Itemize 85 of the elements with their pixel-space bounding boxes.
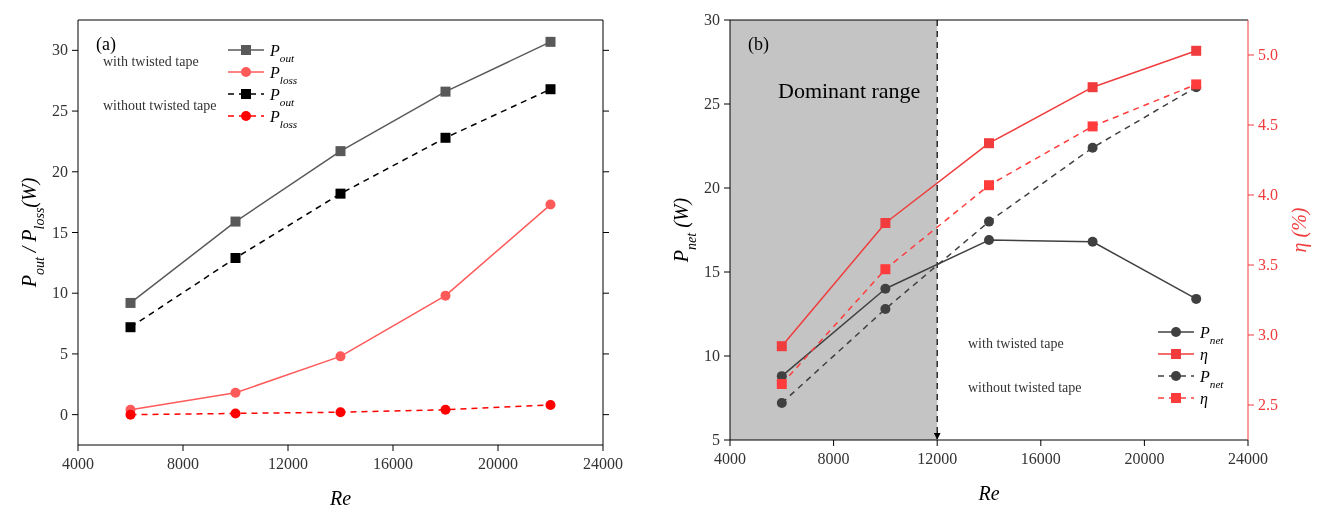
point (335, 146, 346, 157)
y2-tick-label: 4.0 (1258, 186, 1278, 203)
x-tick-label: 20000 (1124, 450, 1165, 467)
x-tick-label: 12000 (917, 450, 958, 467)
y-tick-label: 20 (52, 162, 68, 180)
point (125, 322, 136, 333)
x-tick-label: 24000 (1228, 450, 1268, 467)
x-tick-label: 8000 (817, 450, 850, 467)
x-tick-label: 20000 (478, 455, 518, 472)
point (440, 86, 451, 97)
point (335, 407, 346, 418)
x-tick-label: 16000 (373, 455, 413, 472)
y-tick-label: 15 (704, 263, 720, 280)
x-tick-label: 12000 (268, 455, 308, 472)
x-axis-title: Re (977, 482, 1000, 504)
y-tick-label: 25 (704, 95, 720, 112)
legend-label: P$_{out}$ (269, 42, 295, 64)
point (230, 408, 241, 419)
point (880, 303, 891, 314)
y-tick-label: 25 (52, 102, 68, 120)
y2-tick-label: 3.0 (1258, 326, 1278, 343)
legend-label: P$_{net}$ (1199, 368, 1225, 390)
point (984, 180, 994, 191)
y-tick-label: 10 (52, 284, 68, 302)
text: (a) (96, 34, 116, 55)
point (335, 188, 346, 199)
point (776, 379, 787, 389)
y-tick-label: 5 (712, 431, 720, 448)
x-tick-label: 8000 (167, 455, 199, 472)
point (545, 36, 556, 47)
y2-axis-title: η (%) (1288, 207, 1311, 253)
point (230, 253, 241, 263)
point (125, 409, 136, 420)
x-tick-label: 4000 (62, 455, 94, 472)
annotation: with twisted tape (968, 336, 1064, 351)
y-tick-label: 15 (52, 223, 68, 241)
y2-tick-label: 5.0 (1258, 46, 1278, 63)
point (880, 283, 891, 294)
point (440, 132, 451, 143)
point (984, 138, 994, 149)
y-tick-label: 5 (60, 344, 68, 362)
y-tick-label: 30 (52, 41, 68, 59)
point (230, 216, 241, 227)
point (440, 404, 451, 415)
point (1191, 293, 1202, 304)
point (545, 84, 556, 95)
y2-tick-label: 3.5 (1258, 256, 1278, 273)
legend-label: P$_{loss}$ (269, 108, 298, 130)
point (440, 290, 451, 301)
point (1087, 142, 1098, 153)
point (984, 235, 994, 246)
annotation: with twisted tape (103, 54, 199, 69)
x-tick-label: 24000 (583, 455, 623, 472)
point (880, 218, 891, 228)
point (545, 199, 556, 210)
x-tick-label: 16000 (1020, 450, 1061, 467)
point (776, 398, 787, 409)
point (545, 399, 556, 410)
y2-tick-label: 2.5 (1258, 396, 1278, 413)
point (984, 216, 994, 227)
legend-label: η (1200, 346, 1208, 364)
legend-label: P$_{out}$ (269, 86, 295, 108)
legend-label: P$_{net}$ (1199, 324, 1225, 346)
band-label: Dominant range (778, 78, 921, 103)
x-axis-title: Re (328, 487, 352, 509)
y-tick-label: 0 (60, 405, 68, 423)
text: (b) (748, 34, 769, 55)
point (230, 387, 241, 398)
y-tick-label: 20 (704, 179, 720, 196)
annotation: without twisted tape (103, 98, 217, 113)
y-tick-label: 30 (704, 11, 720, 28)
point (1087, 121, 1098, 132)
legend-label: P$_{loss}$ (269, 64, 298, 86)
x-tick-label: 4000 (714, 450, 746, 467)
y2-tick-label: 4.5 (1258, 116, 1278, 133)
point (776, 341, 787, 352)
annotation: without twisted tape (968, 380, 1082, 395)
point (335, 351, 346, 362)
point (1087, 82, 1098, 93)
point (1087, 236, 1098, 247)
legend-label: η (1200, 390, 1208, 408)
point (125, 297, 136, 308)
point (1191, 45, 1202, 56)
y-tick-label: 10 (704, 347, 720, 364)
point (880, 264, 891, 275)
